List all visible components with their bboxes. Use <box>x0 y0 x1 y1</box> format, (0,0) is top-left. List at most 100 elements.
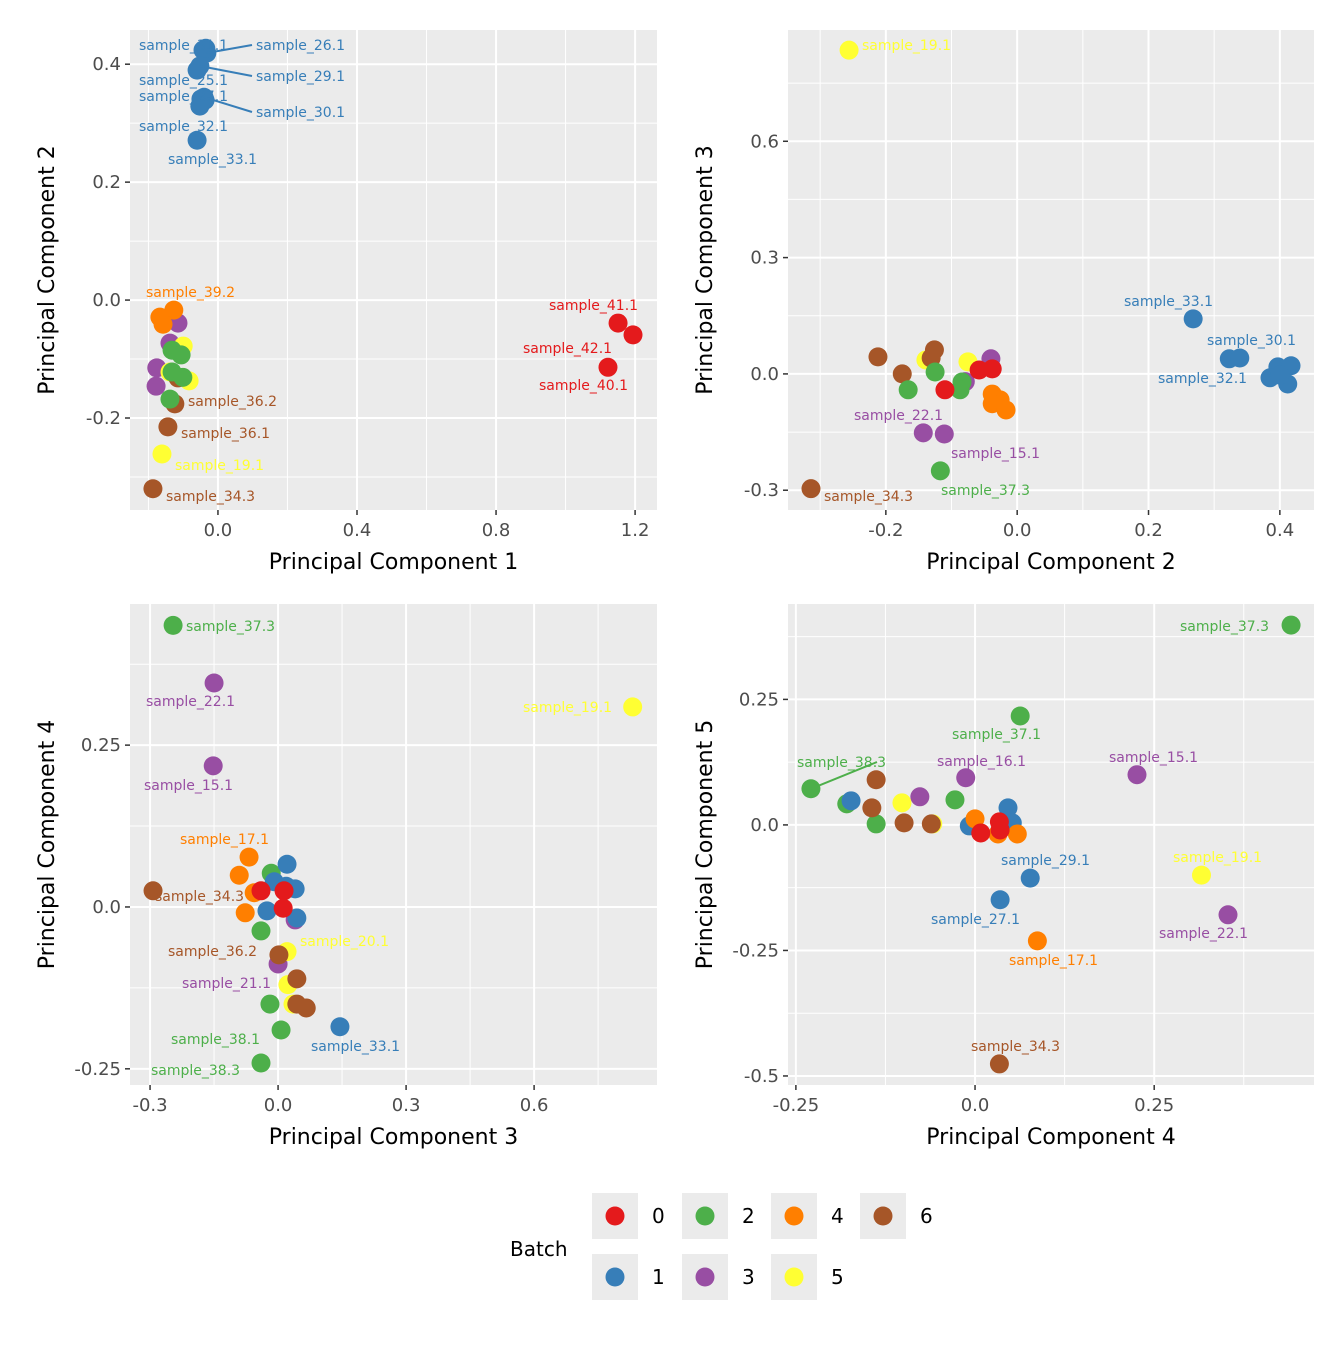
point-batch-6 <box>143 881 163 901</box>
point-batch-2 <box>925 362 945 382</box>
point-label: sample_37.1 <box>952 727 1041 743</box>
label-leader-line <box>206 44 253 54</box>
legend-key-5: 5 <box>771 1254 844 1300</box>
point-label: sample_37.3 <box>186 619 275 635</box>
point-label: sample_33.1 <box>1124 294 1213 310</box>
label-leader-line <box>203 96 253 113</box>
x-tick-label: 0.8 <box>482 520 511 541</box>
point-batch-3 <box>1218 905 1238 925</box>
legend-key-3: 3 <box>682 1254 755 1300</box>
point-batch-2 <box>251 1053 271 1073</box>
point-label: sample_22.1 <box>146 694 235 710</box>
x-tick-label: 0.0 <box>264 1095 293 1116</box>
legend-label: 5 <box>831 1265 844 1289</box>
legend-key-0: 0 <box>592 1193 665 1239</box>
point-label: sample_34.3 <box>971 1039 1060 1055</box>
point-batch-3 <box>934 424 954 444</box>
point-batch-2 <box>1010 706 1030 726</box>
y-tick-label: 0.0 <box>92 290 121 311</box>
point-batch-6 <box>801 479 821 499</box>
point-batch-6 <box>866 770 886 790</box>
point-batch-2 <box>898 380 918 400</box>
point-batch-3 <box>203 756 223 776</box>
point-batch-6 <box>158 417 178 437</box>
x-tick-label: 0.25 <box>1134 1095 1174 1116</box>
point-label: sample_15.1 <box>144 778 233 794</box>
plot-background <box>788 604 1314 1085</box>
point-label: sample_36.2 <box>188 394 277 410</box>
x-axis-title: Principal Component 1 <box>269 550 518 575</box>
point-batch-0 <box>623 325 643 345</box>
x-tick-label: -0.25 <box>773 1095 820 1116</box>
point-label: sample_32.1 <box>139 119 228 135</box>
point-batch-0 <box>598 357 618 377</box>
y-tick-label: 0.2 <box>92 172 121 193</box>
y-tick-label: 0.0 <box>92 897 121 918</box>
legend-swatch <box>784 1206 804 1226</box>
x-tick-label: 0.0 <box>961 1095 990 1116</box>
point-label: sample_33.1 <box>168 152 257 168</box>
point-batch-2 <box>173 367 193 387</box>
y-tick-label: 0.0 <box>750 815 779 836</box>
x-tick-label: 1.2 <box>621 520 650 541</box>
y-tick-label: 0.6 <box>750 131 779 152</box>
legend-swatch <box>695 1267 715 1287</box>
point-batch-4 <box>229 865 249 885</box>
panel-1: 0.0 0.4 0.8 1.2 -0.2 0.0 0.2 0.4 Principal Compo… <box>35 30 657 575</box>
point-batch-1 <box>287 908 307 928</box>
point-batch-2 <box>271 1020 291 1040</box>
point-batch-4 <box>996 400 1016 420</box>
point-batch-3 <box>1127 765 1147 785</box>
point-batch-0 <box>990 820 1010 840</box>
point-batch-1 <box>1270 365 1290 385</box>
legend-swatch <box>784 1267 804 1287</box>
y-tick-label: -0.5 <box>744 1066 779 1087</box>
legend-label: 4 <box>831 1204 844 1228</box>
point-batch-5 <box>152 444 172 464</box>
point-label: sample_15.1 <box>1109 750 1198 766</box>
point-batch-6 <box>921 814 941 834</box>
point-batch-2 <box>171 345 191 365</box>
point-label: sample_15.1 <box>951 446 1040 462</box>
point-batch-6 <box>143 479 163 499</box>
point-batch-0 <box>971 823 991 843</box>
legend-key-2: 2 <box>682 1193 755 1239</box>
point-label: sample_37.3 <box>941 483 1030 499</box>
legend-swatch <box>873 1206 893 1226</box>
x-tick-label: 0.2 <box>1134 520 1163 541</box>
point-label: sample_17.1 <box>180 832 269 848</box>
y-axis-title: Principal Component 2 <box>35 145 60 394</box>
y-tick-label: 0.4 <box>92 54 121 75</box>
y-axis-title: Principal Component 5 <box>693 720 718 969</box>
point-label: sample_38.3 <box>151 1063 240 1079</box>
point-batch-0 <box>608 313 628 333</box>
point-batch-0 <box>251 881 271 901</box>
legend-label: 0 <box>652 1204 665 1228</box>
y-tick-label: -0.3 <box>744 480 779 501</box>
point-batch-1 <box>190 96 210 116</box>
point-batch-0 <box>982 359 1002 379</box>
y-tick-label: 0.25 <box>81 735 121 756</box>
point-batch-2 <box>1281 615 1301 635</box>
point-label: sample_17.1 <box>1009 953 1098 969</box>
point-batch-2 <box>163 615 183 635</box>
point-batch-4 <box>239 847 259 867</box>
point-label: sample_21.1 <box>182 976 271 992</box>
point-label: sample_42.1 <box>523 341 612 357</box>
point-label: sample_20.1 <box>300 934 389 950</box>
point-label: sample_19.1 <box>862 38 951 54</box>
point-batch-1 <box>990 890 1010 910</box>
point-label: sample_19.1 <box>1173 850 1262 866</box>
point-batch-1 <box>330 1017 350 1037</box>
y-axis-title: Principal Component 3 <box>693 145 718 394</box>
point-batch-0 <box>935 380 955 400</box>
point-batch-5 <box>1191 865 1211 885</box>
point-batch-1 <box>998 798 1018 818</box>
point-batch-1 <box>1020 868 1040 888</box>
point-label: sample_22.1 <box>1159 926 1248 942</box>
point-batch-6 <box>296 998 316 1018</box>
y-tick-label: 0.3 <box>750 248 779 269</box>
panel-3: -0.3 0.0 0.3 0.6 -0.25 0.0 0.25 Principal Compo… <box>35 604 657 1150</box>
point-batch-1 <box>187 130 207 150</box>
